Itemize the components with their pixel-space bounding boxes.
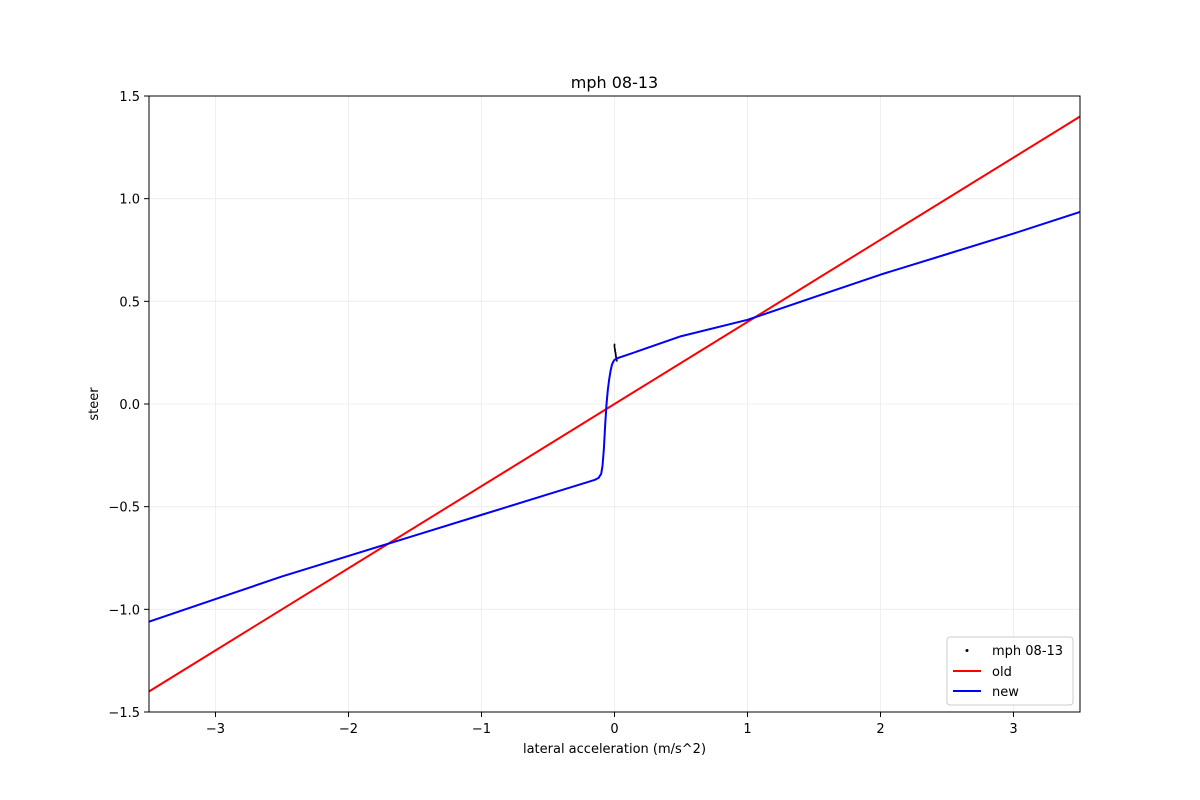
y-tick-label: 0.0 — [119, 398, 140, 413]
x-axis: −3 −2 −1 0 1 2 3 — [206, 712, 1018, 737]
chart-title: mph 08-13 — [571, 73, 658, 92]
x-tick-label: 0 — [610, 722, 618, 737]
legend-label-new: new — [992, 685, 1019, 700]
legend-box — [946, 636, 1074, 706]
y-tick-label: 1.0 — [119, 193, 140, 208]
y-tick-label: −1.5 — [108, 706, 140, 721]
x-tick-label: 2 — [876, 722, 884, 737]
legend-label-old: old — [992, 665, 1012, 680]
y-axis-title: steer — [87, 387, 102, 421]
x-tick-label: −2 — [339, 722, 358, 737]
scatter-point-mph-08-13 — [615, 359, 618, 362]
x-tick-label: 1 — [743, 722, 751, 737]
legend-marker-mph — [965, 649, 969, 652]
y-tick-label: 0.5 — [119, 295, 140, 310]
y-tick-label: −1.0 — [108, 603, 140, 618]
y-tick-label: 1.5 — [119, 90, 140, 105]
legend-entry-old: old — [953, 665, 1012, 680]
x-tick-label: −1 — [472, 722, 491, 737]
legend-entry-new: new — [953, 685, 1019, 700]
legend-entry-mph: mph 08-13 — [965, 644, 1063, 659]
series-layer — [149, 115, 1080, 693]
series-line-new — [149, 211, 1080, 623]
y-tick-label: −0.5 — [108, 501, 140, 516]
legend-label-mph: mph 08-13 — [992, 644, 1063, 659]
x-axis-title: lateral acceleration (m/s^2) — [523, 742, 706, 757]
legend: mph 08-13 old new — [946, 636, 1074, 706]
x-tick-label: −3 — [206, 722, 225, 737]
series-line-old — [149, 115, 1080, 693]
y-axis: −1.5 −1.0 −0.5 0.0 0.5 1.0 1.5 — [108, 90, 149, 721]
x-tick-label: 3 — [1009, 722, 1017, 737]
